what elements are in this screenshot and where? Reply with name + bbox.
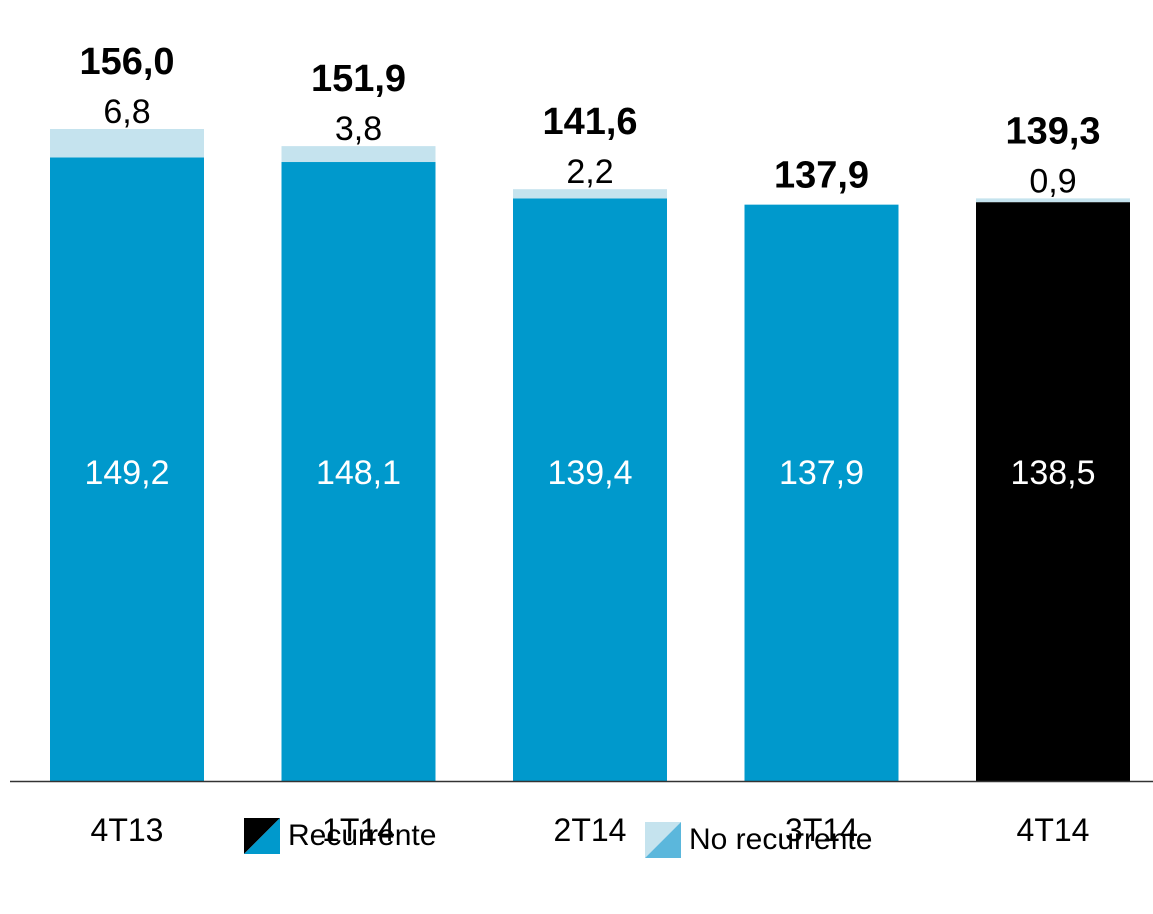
bar-recurrente: [281, 162, 436, 781]
bar-no-recurrente: [513, 189, 667, 199]
bar-no-recurrente: [281, 146, 436, 163]
data-label-recurrente: 148,1: [316, 454, 401, 492]
total-label: 151,9: [311, 58, 406, 100]
bar-recurrente: [50, 157, 204, 781]
total-label: 137,9: [774, 155, 869, 197]
data-label-recurrente: 138,5: [1010, 454, 1095, 492]
x-tick-label: 2T14: [554, 812, 627, 848]
data-label-recurrente: 149,2: [84, 454, 169, 492]
bar-no-recurrente: [976, 198, 1130, 203]
no-recurrente-legend-icon: [645, 822, 681, 858]
data-label-no-recurrente: 2,2: [566, 153, 613, 191]
x-tick-label: 4T14: [1017, 812, 1090, 848]
legend-recurrente: Recurrente: [244, 818, 436, 854]
bar-recurrente: [976, 202, 1130, 782]
total-label: 141,6: [542, 101, 637, 143]
bar-recurrente: [513, 198, 667, 781]
data-label-no-recurrente: 0,9: [1029, 162, 1076, 200]
data-label-no-recurrente: 6,8: [103, 93, 150, 131]
bar-recurrente: [744, 204, 899, 782]
legend-recurrente-label: Recurrente: [288, 819, 437, 852]
bar-no-recurrente: [50, 129, 204, 158]
legend-no-recurrente: No recurrente: [645, 822, 872, 858]
legend-no-recurrente-label: No recurrente: [689, 823, 873, 856]
total-label: 139,3: [1005, 110, 1100, 152]
x-tick-label: 3T14: [785, 812, 858, 848]
data-label-recurrente: 137,9: [779, 454, 864, 492]
x-tick-label: 1T14: [322, 812, 395, 848]
recurrente-legend-icon: [244, 818, 280, 854]
total-label: 156,0: [79, 41, 174, 83]
data-label-no-recurrente: 3,8: [335, 110, 382, 148]
x-tick-label: 4T13: [91, 812, 164, 848]
data-label-recurrente: 139,4: [547, 454, 632, 492]
